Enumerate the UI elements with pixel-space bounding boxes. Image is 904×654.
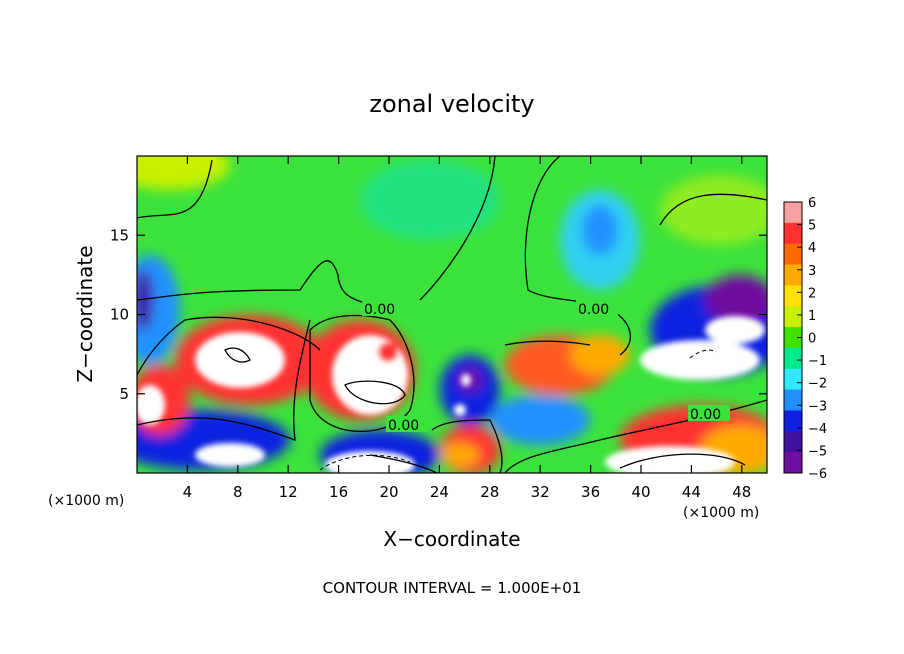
contour-label: 0.00 <box>364 302 395 318</box>
colorbar-swatch <box>784 410 802 432</box>
x-tick-label: 8 <box>233 483 243 501</box>
y-axis-label: Z−coordinate <box>73 245 97 382</box>
colorbar-swatch <box>784 222 802 245</box>
contour-interval-note: CONTOUR INTERVAL = 1.000E+01 <box>323 579 582 597</box>
colorbar-swatch <box>784 202 802 224</box>
colorbar-tick-label: −6 <box>808 467 827 482</box>
contour-label: 0.00 <box>690 407 721 423</box>
colorbar-tick-label: 3 <box>808 264 816 279</box>
colorbar-swatch <box>784 389 802 411</box>
colorbar-tick-label: 1 <box>808 309 816 324</box>
x-tick-label: 28 <box>480 483 499 501</box>
x-tick-label: 4 <box>183 483 193 501</box>
x-tick-label: 48 <box>732 483 751 501</box>
y-axis: 5 10 15 <box>110 226 767 403</box>
colorbar-swatch <box>784 264 802 286</box>
x-tick-label: 32 <box>531 483 550 501</box>
colorbar-swatch <box>784 327 802 349</box>
colorbar-tick-label: −3 <box>808 399 827 414</box>
colorbar-tick-label: 6 <box>808 196 816 211</box>
x-unit-right: (×1000 m) <box>683 505 759 521</box>
chart-title: zonal velocity <box>369 90 534 118</box>
x-tick-label: 16 <box>329 483 348 501</box>
x-unit-left: (×1000 m) <box>48 493 124 509</box>
colorbar-tick-label: 0 <box>808 332 816 347</box>
x-tick-label: 24 <box>430 483 449 501</box>
colorbar-swatch <box>784 347 802 370</box>
y-tick-label: 10 <box>110 306 129 324</box>
colorbar-tick-label: 5 <box>808 219 816 234</box>
colorbar-tick-label: −2 <box>808 377 827 392</box>
x-tick-label: 40 <box>631 483 650 501</box>
colorbar-tick-label: 2 <box>808 286 816 301</box>
colorbar-tick-label: −1 <box>808 354 827 369</box>
x-tick-label: 12 <box>279 483 298 501</box>
plot-area: 0.00 0.00 0.00 0.00 <box>137 156 767 473</box>
contour-label: 0.00 <box>388 418 419 434</box>
colorbar-swatch <box>784 306 802 328</box>
x-tick-label: 44 <box>682 483 701 501</box>
x-tick-label: 36 <box>581 483 600 501</box>
colorbar-swatch <box>784 285 802 307</box>
colorbar-tick-label: 4 <box>808 241 816 256</box>
x-axis-label: X−coordinate <box>383 527 520 551</box>
x-axis: 4 8 12 16 20 24 28 32 36 40 44 48 <box>183 156 751 501</box>
colorbar-tick-label: −5 <box>808 444 827 459</box>
colorbar: 6 5 4 3 2 1 0 −1 −2 −3 −4 −5 −6 <box>783 196 827 482</box>
x-tick-label: 20 <box>379 483 398 501</box>
colorbar-swatch <box>784 452 802 474</box>
y-tick-label: 15 <box>110 226 129 244</box>
y-tick-label: 5 <box>119 385 129 403</box>
contour-label: 0.00 <box>578 302 609 318</box>
colorbar-swatch <box>784 431 802 453</box>
colorbar-swatch <box>784 243 802 266</box>
colorbar-swatch <box>784 368 802 391</box>
colorbar-tick-label: −4 <box>808 422 827 437</box>
